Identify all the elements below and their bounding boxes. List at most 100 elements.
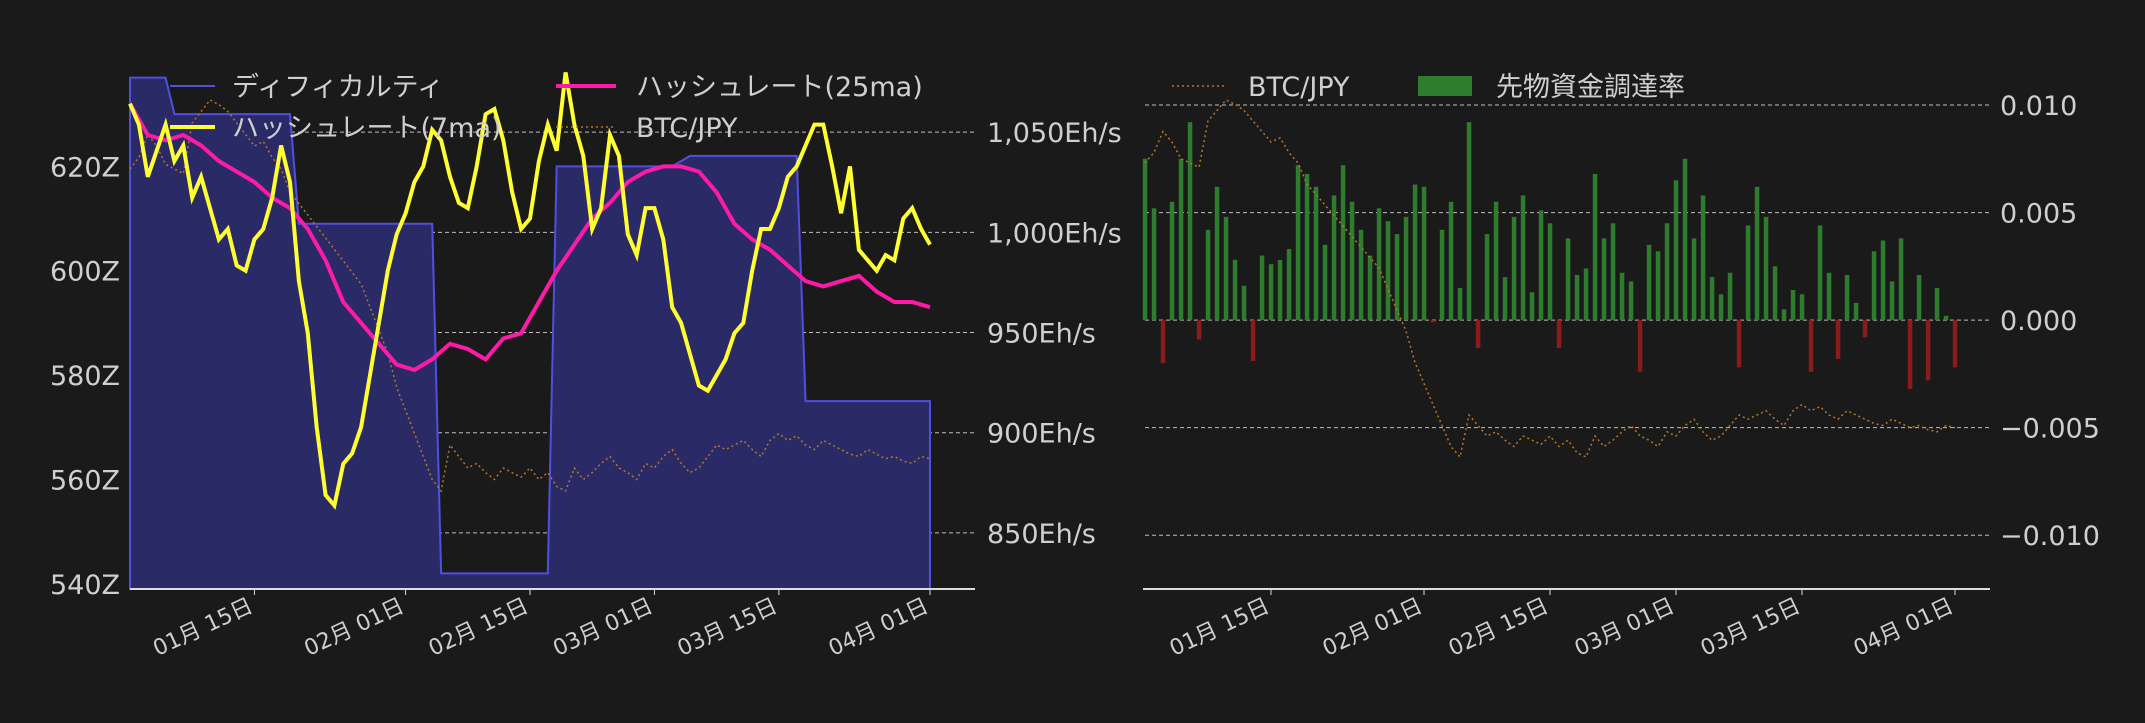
funding-rate-bar [1484,234,1490,321]
right-tick-label: 0.005 [2000,199,2077,230]
right-tick-label: −0.005 [2000,414,2100,445]
funding-rate-bar [1430,320,1436,323]
funding-rate-bar [1241,285,1247,321]
right-tick-label: 900Eh/s [987,419,1096,450]
right-tick-label: 950Eh/s [987,319,1096,350]
legend-label: BTC/JPY [1248,72,1350,103]
legend: ディフィカルティ ハッシュレート(25ma) ハッシュレート(7ma) BTC/… [170,72,923,144]
funding-rate-bar [1952,320,1958,368]
funding-rate-bar [1304,173,1310,321]
right-axis-ticks: −0.010 −0.005 0.000 0.005 0.010 [2000,91,2100,552]
funding-rate-bar [1466,122,1472,321]
funding-rate-bar [1475,320,1481,349]
funding-rate-bar [1349,201,1355,321]
legend-item-difficulty[interactable]: ディフィカルティ [170,72,444,103]
funding-rate-bar [1376,208,1382,321]
funding-rate-bar [1448,201,1454,321]
legend: BTC/JPY 先物資金調達率 [1172,72,1685,103]
funding-rate-bar [1502,277,1508,321]
funding-rate-bars [1142,122,1958,389]
funding-rate-bar [1385,221,1391,321]
funding-rate-bar [1763,216,1769,321]
funding-rate-bar [1745,225,1751,321]
funding-rate-bar [1583,268,1589,321]
funding-rate-bar [1151,208,1157,321]
funding-rate-bar [1673,180,1679,321]
funding-rate-bar [1934,287,1940,321]
funding-rate-bar [1871,251,1877,321]
funding-rate-bar [1943,315,1949,321]
funding-rate-bar [1664,223,1670,321]
funding-rate-bar [1925,320,1931,381]
funding-rate-bar [1610,223,1616,321]
legend-item-btc-jpy[interactable]: BTC/JPY [1172,72,1350,103]
funding-rate-bar [1574,275,1580,321]
funding-rate-bar [1547,223,1553,321]
gridlines [1145,104,1990,536]
funding-rate-bar [1187,122,1193,321]
legend-label: BTC/JPY [636,113,738,144]
legend-item-hashrate-25ma[interactable]: ハッシュレート(25ma) [556,72,923,103]
left-axis-ticks: 540Z 560Z 580Z 600Z 620Z [50,152,120,600]
funding-rate-bar [1493,201,1499,321]
legend-item-funding-rate[interactable]: 先物資金調達率 [1418,72,1685,103]
funding-rate-bar [1367,255,1373,321]
legend-label: ディフィカルティ [232,72,444,103]
funding-rate-bar [1790,290,1796,321]
funding-rate-bar [1160,320,1166,364]
left-tick-label: 560Z [50,465,120,496]
funding-rate-bar [1898,238,1904,321]
funding-rate-bar [1826,272,1832,321]
legend-label: ハッシュレート(25ma) [636,72,923,103]
hashrate-7ma-line [128,72,932,510]
right-tick-label: −0.010 [2000,521,2100,552]
funding-rate-bar [1232,259,1238,321]
funding-rate-bar [1754,186,1760,321]
funding-rate-bar [1916,275,1922,321]
funding-rate-bar [1403,216,1409,321]
funding-rate-bar [1682,158,1688,321]
funding-rate-bar [1862,320,1868,338]
funding-rate-bar [1907,320,1913,389]
funding-rate-bar [1457,287,1463,321]
funding-rate-bar [1619,272,1625,321]
funding-rate-bar [1781,309,1787,321]
funding-rate-bar [1223,216,1229,321]
btc-jpy-line [1144,99,1956,459]
right-tick-label: 0.000 [2000,306,2077,337]
funding-rate-bar [1808,320,1814,372]
legend-label: 先物資金調達率 [1496,72,1685,103]
funding-rate-bar [1718,294,1724,321]
legend-item-hashrate-7ma[interactable]: ハッシュレート(7ma) [170,113,502,144]
funding-rate-bar [1205,229,1211,321]
funding-rate-bar [1142,158,1148,321]
funding-rate-bar [1727,272,1733,321]
funding-rate-bar [1322,244,1328,321]
funding-rate-bar [1277,259,1283,321]
funding-rate-bar [1601,238,1607,321]
funding-rate-bar [1286,249,1292,321]
legend-item-btc-jpy[interactable]: BTC/JPY [556,113,738,144]
funding-rate-bar [1439,229,1445,321]
funding-rate-bar [1520,195,1526,321]
left-tick-label: 620Z [50,152,120,183]
funding-rate-bar [1700,195,1706,321]
funding-rate-bar [1637,320,1643,372]
funding-rate-bar [1889,281,1895,321]
funding-rate-bar [1646,244,1652,321]
funding-rate-bar [1295,165,1301,321]
funding-rate-bar [1655,251,1661,321]
funding-rate-bar [1421,186,1427,321]
funding-rate-bar [1340,165,1346,321]
funding-rate-bar [1313,186,1319,321]
funding-rate-bar [1412,184,1418,321]
funding-rate-bar [1799,294,1805,321]
funding-rate-bar [1736,320,1742,368]
funding-rate-bar [1250,320,1256,361]
funding-rate-bar [1178,158,1184,321]
funding-rate-bar [1259,255,1265,321]
hashrate-25ma-line [128,102,931,373]
right-tick-label: 850Eh/s [987,519,1096,550]
funding-rate-bar [1691,238,1697,321]
funding-rate-bar [1511,216,1517,321]
